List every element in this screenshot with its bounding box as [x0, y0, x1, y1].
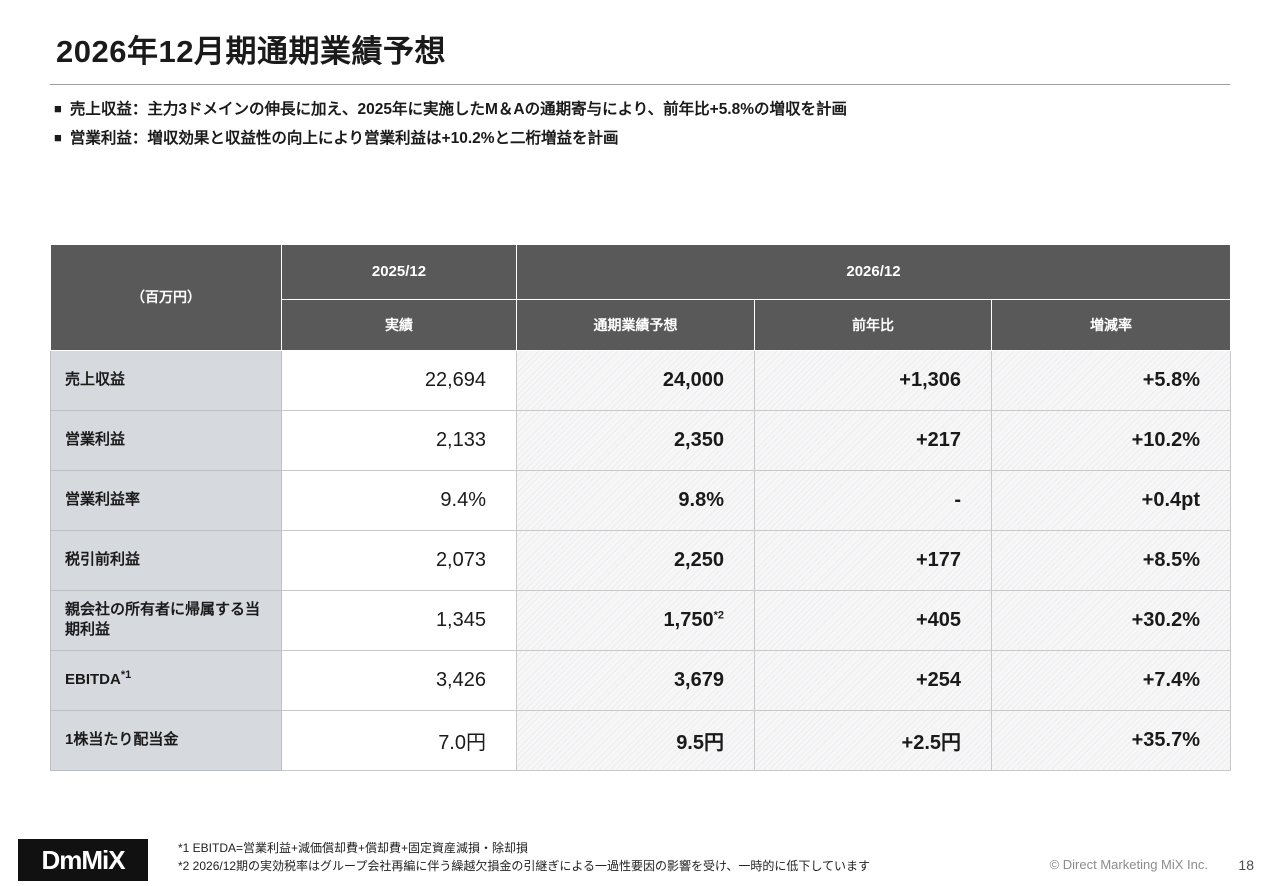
- table-row: 税引前利益 2,073 2,250 +177 +8.5%: [50, 529, 1231, 591]
- row-label: EBITDA*1: [50, 649, 282, 711]
- yoy-value: +217: [754, 409, 992, 471]
- title-divider: [50, 84, 1230, 85]
- forecast-value: 1,750*2: [516, 589, 755, 651]
- actual-value: 2,073: [281, 529, 517, 591]
- col-header-actual: 実績: [281, 298, 517, 351]
- row-label: 売上収益: [50, 349, 282, 411]
- yoy-value: +2.5円: [754, 709, 992, 771]
- forecast-value: 3,679: [516, 649, 755, 711]
- rate-value: +8.5%: [991, 529, 1231, 591]
- bullet-square-icon: ■: [54, 101, 62, 116]
- slide-footer: DmMiX *1 EBITDA=営業利益+減価償却費+償却費+固定資産減損・除却…: [0, 830, 1280, 886]
- yoy-value: +1,306: [754, 349, 992, 411]
- bullet-square-icon: ■: [54, 130, 62, 146]
- bullet-revenue: ■ 売上収益：主力3ドメインの伸長に加え、2025年に実施したM＆Aの通期寄与によ…: [54, 99, 1230, 121]
- yoy-value: -: [754, 469, 992, 531]
- row-label: 1株当たり配当金: [50, 709, 282, 771]
- rate-value: +5.8%: [991, 349, 1231, 411]
- company-logo: DmMiX: [18, 839, 148, 881]
- rate-value: +35.7%: [991, 709, 1231, 771]
- bullet-operating-profit: ■ 営業利益：増収効果と収益性の向上により営業利益は+10.2%と二桁増益を計画: [54, 128, 1230, 150]
- table-row: 営業利益率 9.4% 9.8% - +0.4pt: [50, 469, 1231, 531]
- actual-value: 7.0円: [281, 709, 517, 771]
- rate-value: +10.2%: [991, 409, 1231, 471]
- yoy-value: +254: [754, 649, 992, 711]
- actual-value: 22,694: [281, 349, 517, 411]
- footnote-1: *1 EBITDA=営業利益+減価償却費+償却費+固定資産減損・除却損: [178, 840, 529, 855]
- forecast-value: 2,250: [516, 529, 755, 591]
- col-header-forecast: 通期業績予想: [516, 298, 755, 351]
- actual-value: 1,345: [281, 589, 517, 651]
- col-header-rate: 増減率: [991, 298, 1231, 351]
- table-header-group-row: （百万円） 2025/12 2026/12: [50, 243, 1231, 351]
- yoy-value: +405: [754, 589, 992, 651]
- actual-value: 3,426: [281, 649, 517, 711]
- rate-value: +7.4%: [991, 649, 1231, 711]
- footnotes: *1 EBITDA=営業利益+減価償却費+償却費+固定資産減損・除却損 *2 2…: [178, 839, 870, 876]
- table-row: 営業利益 2,133 2,350 +217 +10.2%: [50, 409, 1231, 471]
- actual-value: 9.4%: [281, 469, 517, 531]
- rate-value: +0.4pt: [991, 469, 1231, 531]
- col-group-2025: 2025/12: [281, 243, 517, 300]
- col-group-2026: 2026/12: [516, 243, 1231, 300]
- page-number: 18: [1238, 857, 1254, 873]
- page-title: 2026年12月期通期業績予想: [56, 34, 446, 69]
- forecast-value: 24,000: [516, 349, 755, 411]
- forecast-value: 2,350: [516, 409, 755, 471]
- slide-content: 2026年12月期通期業績予想 ■ 売上収益：主力3ドメインの伸長に加え、2025…: [50, 34, 1231, 771]
- yoy-value: +177: [754, 529, 992, 591]
- table-row: EBITDA*1 3,426 3,679 +254 +7.4%: [50, 649, 1231, 711]
- actual-value: 2,133: [281, 409, 517, 471]
- col-header-yoy: 前年比: [754, 298, 992, 351]
- unit-header: （百万円）: [50, 243, 282, 351]
- table-row: 親会社の所有者に帰属する当期利益 1,345 1,750*2 +405 +30.…: [50, 589, 1231, 651]
- forecast-table: （百万円） 2025/12 2026/12 実績 通期業績予想 前年比 増減率 …: [50, 243, 1231, 771]
- table-row: 売上収益 22,694 24,000 +1,306 +5.8%: [50, 349, 1231, 411]
- forecast-value: 9.5円: [516, 709, 755, 771]
- forecast-value: 9.8%: [516, 469, 755, 531]
- table-row: 1株当たり配当金 7.0円 9.5円 +2.5円 +35.7%: [50, 709, 1231, 771]
- footnote-2: *2 2026/12期の実効税率はグループ会社再編に伴う繰越欠損金の引継ぎによる…: [178, 859, 871, 874]
- row-label: 税引前利益: [50, 529, 282, 591]
- row-label: 親会社の所有者に帰属する当期利益: [50, 589, 282, 651]
- bullet-text: 売上収益：主力3ドメインの伸長に加え、2025年に実施したM＆Aの通期寄与により…: [69, 101, 848, 118]
- bullet-text: 営業利益：増収効果と収益性の向上により営業利益は+10.2%と二桁増益を計画: [69, 130, 619, 148]
- copyright-text: © Direct Marketing MiX Inc.: [1049, 857, 1208, 872]
- rate-value: +30.2%: [991, 589, 1231, 651]
- row-label: 営業利益: [50, 409, 282, 471]
- row-label: 営業利益率: [50, 469, 282, 531]
- table-header-sub-row: 実績 通期業績予想 前年比 増減率: [51, 298, 1231, 351]
